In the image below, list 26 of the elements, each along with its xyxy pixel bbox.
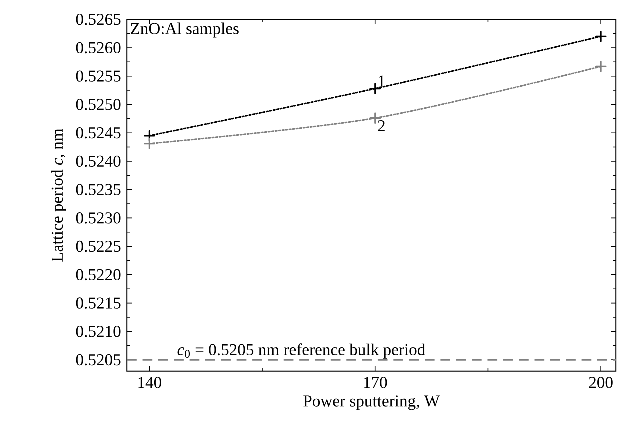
series-label: 1 bbox=[378, 76, 385, 86]
y-tick-label: 0.5235 bbox=[76, 184, 121, 196]
point bbox=[595, 60, 607, 72]
point bbox=[144, 130, 156, 142]
series-label: 2 bbox=[378, 120, 385, 132]
x-tick-label: 200 bbox=[589, 376, 613, 388]
ref-line-label: c$_{0}$ = 0.5205 nm reference bulk period bbox=[178, 343, 426, 359]
y-tick-label: 0.5255 bbox=[76, 70, 121, 82]
y-tick-label: 0.5220 bbox=[76, 269, 121, 280]
x-tick-label: 140 bbox=[138, 376, 162, 388]
x-axis-title: Power sputtering, W bbox=[304, 395, 440, 410]
x-tick-label: 170 bbox=[364, 376, 388, 388]
y-tick-label: 0.5240 bbox=[76, 156, 121, 167]
annotation: ZnO:Al samples bbox=[131, 22, 239, 38]
y-tick-label: 0.5225 bbox=[76, 240, 121, 252]
y-tick-label: 0.5245 bbox=[76, 127, 121, 139]
y-tick-label: 0.5250 bbox=[76, 98, 121, 110]
y-axis-title: Lattice period c, nm bbox=[51, 128, 66, 262]
y-tick-label: 0.5265 bbox=[76, 14, 121, 26]
point bbox=[144, 138, 156, 150]
y-tick-label: 0.5230 bbox=[76, 212, 121, 224]
point bbox=[595, 30, 607, 42]
y-tick-label: 0.5210 bbox=[76, 326, 121, 338]
y-tick-label: 0.5205 bbox=[76, 354, 121, 366]
y-tick-label: 0.5260 bbox=[76, 42, 121, 54]
y-tick-label: 0.5215 bbox=[76, 298, 121, 309]
